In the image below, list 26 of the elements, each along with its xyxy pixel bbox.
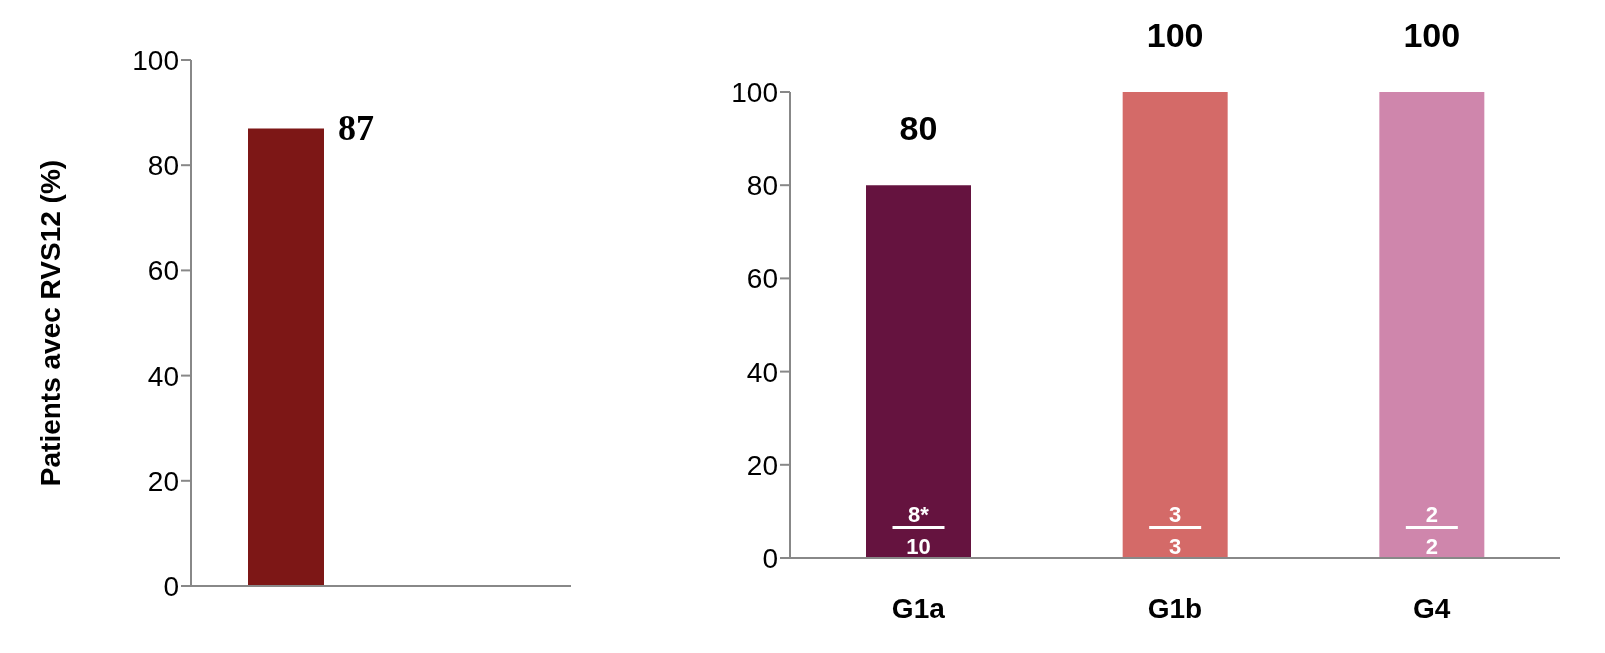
y-tick-label: 0 <box>762 542 778 574</box>
y-tick-label: 80 <box>147 150 179 182</box>
annotation: 3 <box>1169 502 1182 527</box>
data-label: 100 <box>1403 16 1461 54</box>
y-tick-label: 60 <box>746 263 778 295</box>
data-label: 100 <box>1146 16 1204 54</box>
x-tick-label: G4 <box>1412 592 1451 624</box>
y-tick-label: 60 <box>147 255 179 287</box>
x-tick-label: G1a <box>891 592 946 624</box>
annotation: 2 <box>1425 534 1438 559</box>
y-tick-label: 80 <box>746 170 778 202</box>
data-label: 87 <box>338 108 374 149</box>
y-tick-label: 40 <box>147 360 179 392</box>
data-label: 80 <box>899 109 938 148</box>
annotation: 8* <box>908 502 930 527</box>
y-tick-label: 40 <box>746 356 778 388</box>
y-tick-label: 100 <box>132 44 179 76</box>
annotation: 2 <box>1425 502 1438 527</box>
y-tick-label: 0 <box>163 570 179 602</box>
y-axis-title: Patients avec RVS12 (%) <box>35 159 66 487</box>
y-tick-label: 20 <box>147 465 179 497</box>
y-tick-label: 20 <box>746 449 778 481</box>
annotation: 3 <box>1169 534 1182 559</box>
y-tick-label: 100 <box>731 76 778 108</box>
annotation: 10 <box>906 534 931 559</box>
x-tick-label: G1b <box>1147 592 1203 624</box>
